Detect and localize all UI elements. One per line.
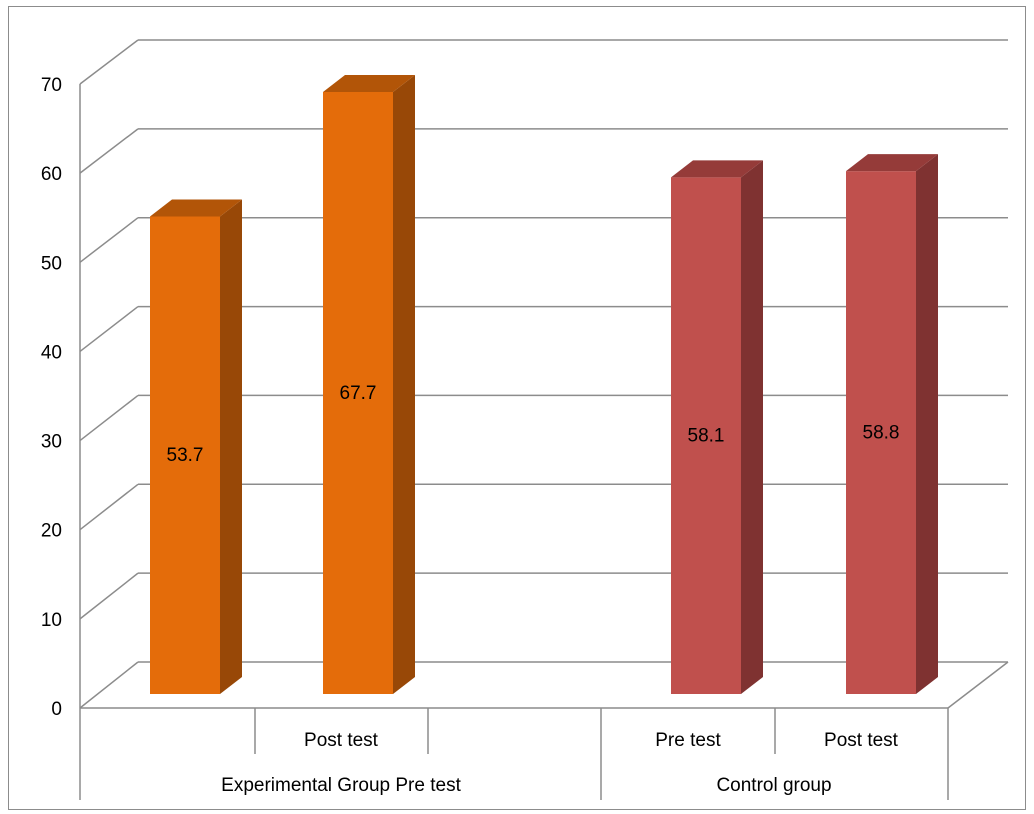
data-label: 67.7 (340, 383, 377, 404)
y-tick-label: 70 (41, 75, 62, 96)
y-tick-label: 20 (41, 521, 62, 542)
y-tick-label: 40 (41, 342, 62, 363)
bar-top (671, 160, 763, 178)
bar-top (846, 154, 938, 172)
bar-side (741, 160, 763, 694)
category-label: Pre test (655, 730, 721, 751)
gridline-diagonal (79, 305, 139, 353)
bar-front (323, 92, 393, 694)
group-label: Control group (716, 775, 831, 796)
bar-top (323, 75, 415, 92)
bar-side (220, 199, 242, 694)
data-label: 58.8 (863, 423, 900, 444)
bar-side (393, 75, 415, 694)
y-tick-label: 30 (41, 432, 62, 453)
bar-side (916, 154, 938, 694)
gridline-diagonal (79, 128, 139, 174)
bar-front (846, 171, 916, 694)
y-tick-label: 0 (51, 699, 62, 720)
bar-top (150, 199, 242, 217)
gridline-diagonal (79, 572, 139, 620)
gridline-diagonal (79, 217, 139, 263)
gridline-diagonal (79, 661, 139, 709)
gridline-diagonal (79, 394, 139, 442)
y-tick-label: 10 (41, 610, 62, 631)
category-label: Post test (824, 730, 899, 751)
category-label: Post test (304, 730, 379, 751)
gridline-diagonal (79, 483, 139, 531)
y-tick-label: 60 (41, 164, 62, 185)
gridline-diagonal (79, 39, 139, 85)
floor-right-edge (947, 661, 1009, 709)
data-label: 58.1 (688, 426, 725, 447)
bar-front (671, 177, 741, 694)
group-label: Experimental Group Pre test (221, 775, 461, 796)
y-tick-label: 50 (41, 253, 62, 274)
bar-front (150, 216, 220, 694)
data-label: 53.7 (167, 445, 204, 466)
